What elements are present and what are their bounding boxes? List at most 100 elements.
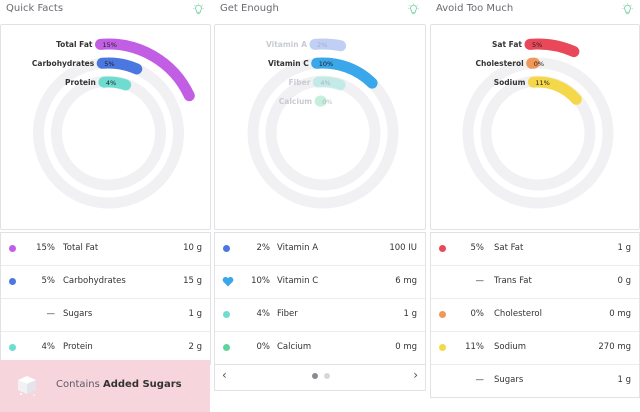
arc-name-label: Sodium [494, 78, 526, 87]
nutrient-row[interactable]: 11% Sodium 270 mg [431, 332, 639, 365]
banner-bold: Added Sugars [103, 379, 182, 390]
ring-chart-card: 2% Vitamin A 10% Vitamin C 4% Fiber 0% Calcium [214, 24, 426, 230]
nutrient-row[interactable]: — Trans Fat 0 g [431, 266, 639, 299]
color-dot [439, 344, 446, 351]
arc-series[interactable] [527, 76, 582, 105]
nutrient-row[interactable]: 0% Cholesterol 0 mg [431, 299, 639, 332]
row-name: Sat Fat [494, 243, 524, 253]
column-header: Get Enough [214, 0, 426, 22]
nutrient-row[interactable]: 10% Vitamin C 6 mg [215, 266, 425, 299]
arc-percent-label: 4% [320, 79, 330, 87]
nutrient-row[interactable]: 5% Sat Fat 1 g [431, 233, 639, 266]
row-percent: 10% [251, 276, 270, 286]
avoid-too-much-column: Avoid Too Much 5% Sat Fat 0% Cholesterol 11%… [430, 0, 640, 398]
row-name: Sodium [494, 342, 527, 352]
arc-series[interactable] [95, 38, 195, 102]
row-name: Protein [63, 342, 93, 352]
banner-text: Contains Added Sugars [56, 379, 182, 390]
lightbulb-icon[interactable] [621, 3, 634, 16]
arc-series[interactable] [524, 38, 580, 58]
column-header: Quick Facts [0, 0, 211, 22]
arc-name-label: Calcium [279, 97, 312, 106]
row-name: Calcium [277, 342, 312, 352]
arc-percent-label: 11% [535, 79, 549, 87]
color-dot [9, 245, 16, 252]
ring-chart: 2% Vitamin A 10% Vitamin C 4% Fiber 0% Calcium [247, 38, 399, 209]
arc-series[interactable] [311, 57, 378, 89]
get-enough-column: Get Enough 2% Vitamin A 10% Vitamin C 4% Fibe… [214, 0, 426, 391]
arc-series[interactable] [312, 76, 346, 91]
page-dot-active[interactable] [312, 373, 318, 379]
nutrient-row[interactable]: 0% Calcium 0 mg [215, 332, 425, 364]
row-amount: 6 mg [395, 276, 417, 286]
nutrient-row[interactable]: 15% Total Fat 10 g [1, 233, 210, 266]
added-sugars-banner: Contains Added Sugars [0, 360, 210, 412]
ring-chart-card: 15% Total Fat 5% Carbohydrates 4% Protein [0, 24, 211, 230]
dash-marker: — [475, 276, 485, 286]
row-name: Trans Fat [494, 276, 532, 286]
row-percent: 5% [41, 276, 56, 286]
next-page-button[interactable]: › [413, 368, 418, 382]
nutrient-row[interactable]: 2% Vitamin A 100 IU [215, 233, 425, 266]
color-dot [9, 344, 16, 351]
row-amount: 270 mg [598, 342, 631, 352]
row-percent: 0% [256, 342, 271, 352]
nutrient-row[interactable]: — Sugars 1 g [431, 365, 639, 397]
color-dot [223, 344, 230, 351]
quick-facts-column: Quick Facts 15% Total Fat 5% Carbohydrates 4… [0, 0, 211, 412]
nutrient-list: 15% Total Fat 10 g 5% Carbohydrates 15 g — Suga… [0, 232, 211, 365]
row-percent: 11% [465, 342, 484, 352]
dash-marker: — [475, 375, 485, 385]
row-percent: 4% [41, 342, 56, 352]
row-amount: 10 g [183, 243, 202, 253]
ring-chart-card: 5% Sat Fat 0% Cholesterol 11% Sodium [430, 24, 640, 230]
page-dot[interactable] [324, 373, 330, 379]
nutrient-row[interactable]: 4% Protein 2 g [1, 332, 210, 364]
arc-name-label: Vitamin A [266, 40, 307, 49]
arc-series[interactable] [98, 76, 132, 91]
nutrient-row[interactable]: — Sugars 1 g [1, 299, 210, 332]
lightbulb-icon[interactable] [192, 3, 205, 16]
row-name: Carbohydrates [63, 276, 126, 286]
nutrient-row[interactable]: 4% Fiber 1 g [215, 299, 425, 332]
lightbulb-icon[interactable] [407, 3, 420, 16]
arc-percent-label: 15% [103, 41, 117, 49]
column-title: Get Enough [220, 3, 279, 14]
row-amount: 1 g [617, 375, 631, 385]
arc-name-label: Cholesterol [475, 59, 523, 68]
arc-series[interactable] [96, 57, 143, 75]
arc-name-label: Carbohydrates [32, 59, 95, 68]
row-amount: 0 mg [395, 342, 417, 352]
arc-percent-label: 5% [104, 60, 114, 68]
color-dot [223, 311, 230, 318]
ring-chart: 5% Sat Fat 0% Cholesterol 11% Sodium [462, 38, 614, 209]
arc-name-label: Vitamin C [268, 59, 309, 68]
arc-name-label: Total Fat [56, 40, 93, 49]
pager: ‹ › [214, 361, 426, 391]
prev-page-button[interactable]: ‹ [222, 368, 227, 382]
row-percent: 15% [36, 243, 55, 253]
arc-series[interactable] [309, 38, 347, 52]
track-ring [265, 75, 381, 191]
banner-prefix: Contains [56, 379, 103, 390]
arc-percent-label: 5% [532, 41, 542, 49]
arc-percent-label: 10% [319, 60, 333, 68]
row-name: Fiber [277, 309, 298, 319]
arc-name-label: Protein [65, 78, 96, 87]
row-name: Vitamin C [277, 276, 319, 286]
row-percent: 4% [256, 309, 271, 319]
column-header: Avoid Too Much [430, 0, 640, 22]
color-dot [9, 278, 16, 285]
column-title: Quick Facts [6, 3, 64, 14]
heart-icon [222, 276, 234, 287]
color-dot [439, 245, 446, 252]
row-name: Vitamin A [277, 243, 319, 253]
row-name: Sugars [63, 309, 93, 319]
nutrient-list: 5% Sat Fat 1 g — Trans Fat 0 g 0% Cholesterol 0 … [430, 232, 640, 398]
arc-name-label: Sat Fat [492, 40, 522, 49]
row-amount: 2 g [188, 342, 202, 352]
row-amount: 1 g [403, 309, 417, 319]
nutrient-row[interactable]: 5% Carbohydrates 15 g [1, 266, 210, 299]
arc-percent-label: 0% [322, 98, 332, 106]
row-percent: 5% [470, 243, 485, 253]
